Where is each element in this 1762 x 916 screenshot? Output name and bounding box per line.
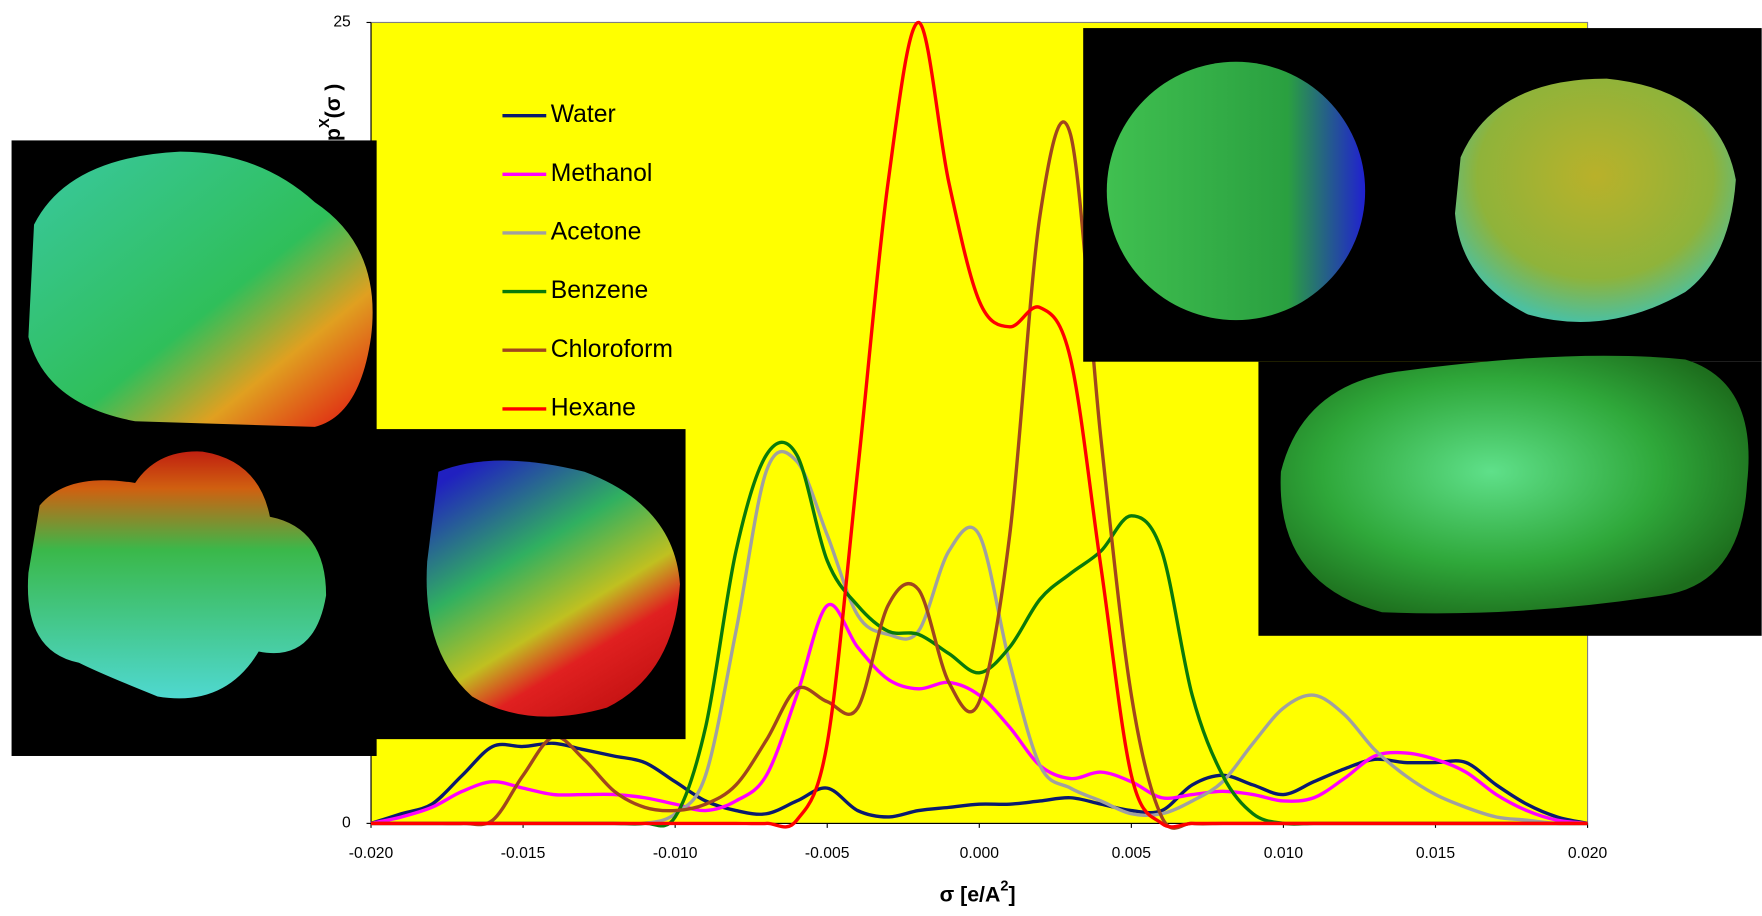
x-tick-label: 0.020: [1568, 845, 1608, 862]
y-axis-label-rest: (σ ): [321, 84, 345, 119]
molecule-hexane: [1281, 356, 1749, 614]
x-axis-label-sup: 2: [1000, 878, 1008, 894]
y-axis-label: pX(σ ): [317, 84, 345, 142]
x-axis-label-base: σ [e/A: [940, 882, 1001, 906]
y-axis-label-base: p: [321, 128, 345, 141]
x-tick-label: -0.020: [349, 845, 394, 862]
y-tick-label: 0: [342, 815, 351, 832]
x-tick-label: 0.005: [1112, 845, 1152, 862]
y-tick-label: 25: [333, 14, 351, 31]
x-axis-label-rest: ]: [1009, 882, 1016, 906]
x-tick-label: -0.010: [653, 845, 698, 862]
legend-label: Benzene: [551, 277, 649, 304]
x-axis-label: σ [e/A2]: [940, 878, 1016, 906]
chart: Water Methanol Acetone Benzene Chloroform Hex…: [0, 0, 1762, 911]
x-tick-label: 0.010: [1264, 845, 1304, 862]
x-tick-label: -0.015: [501, 845, 546, 862]
legend-label: Hexane: [551, 394, 636, 421]
legend-label: Water: [551, 101, 616, 128]
x-tick-label: -0.005: [805, 845, 850, 862]
legend-label: Acetone: [551, 219, 642, 246]
x-tick-label: 0.015: [1416, 845, 1456, 862]
x-tick-label: 0.000: [960, 845, 1000, 862]
y-axis-label-sup: X: [317, 118, 333, 128]
molecule-chloroform: [1107, 62, 1365, 320]
legend-label: Chloroform: [551, 336, 673, 363]
legend-label: Methanol: [551, 160, 653, 187]
